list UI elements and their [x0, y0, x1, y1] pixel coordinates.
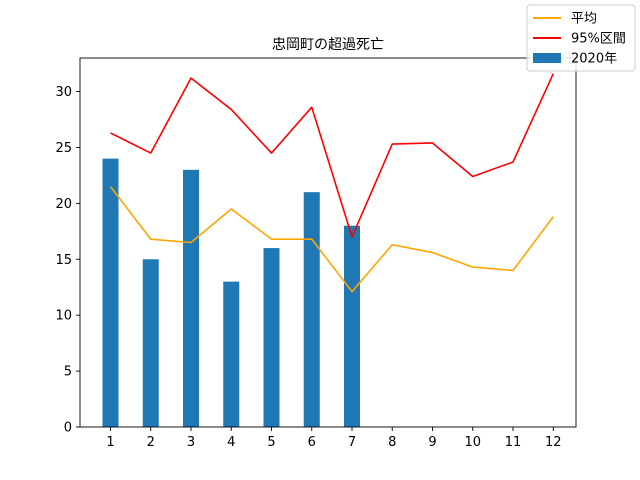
- x-tick-label-11: 11: [505, 435, 522, 450]
- x-tick-label-9: 9: [428, 435, 436, 450]
- x-tick-label-7: 7: [348, 435, 356, 450]
- x-tick-label-5: 5: [267, 435, 275, 450]
- legend-label-0: 平均: [571, 12, 597, 27]
- bar-5: [263, 248, 280, 427]
- y-tick-label-30: 30: [55, 85, 72, 100]
- chart-title: 忠岡町の超過死亡: [272, 37, 384, 53]
- x-tick-label-10: 10: [464, 435, 481, 450]
- plot-frame: [79, 57, 577, 428]
- x-tick-label-12: 12: [545, 435, 562, 450]
- y-tick-label-15: 15: [55, 253, 72, 268]
- bar-3: [183, 169, 199, 427]
- x-tick-label-4: 4: [227, 435, 235, 450]
- y-tick-label-5: 5: [64, 365, 72, 380]
- x-tick-label-6: 6: [308, 435, 316, 450]
- y-tick-label-0: 0: [64, 421, 72, 436]
- x-tick-label-8: 8: [388, 435, 396, 450]
- y-tick-label-10: 10: [55, 309, 72, 324]
- x-tick-label-1: 1: [106, 435, 114, 450]
- bar-7: [344, 225, 360, 427]
- bar-2: [142, 259, 159, 427]
- series-line-0: [109, 186, 554, 293]
- series-line-1: [110, 73, 554, 238]
- bar-6: [303, 192, 320, 427]
- y-tick-label-25: 25: [55, 141, 72, 156]
- legend: 平均 95%区間 2020年: [526, 4, 636, 72]
- x-tick-label-3: 3: [187, 435, 195, 450]
- legend-label-1: 95%区間: [571, 32, 626, 47]
- bar-4: [223, 281, 240, 427]
- legend-swatch-2: [533, 53, 561, 63]
- bar-1: [102, 158, 119, 428]
- x-tick-label-2: 2: [147, 435, 155, 450]
- legend-label-2: 2020年: [571, 52, 617, 67]
- y-tick-label-20: 20: [55, 197, 72, 212]
